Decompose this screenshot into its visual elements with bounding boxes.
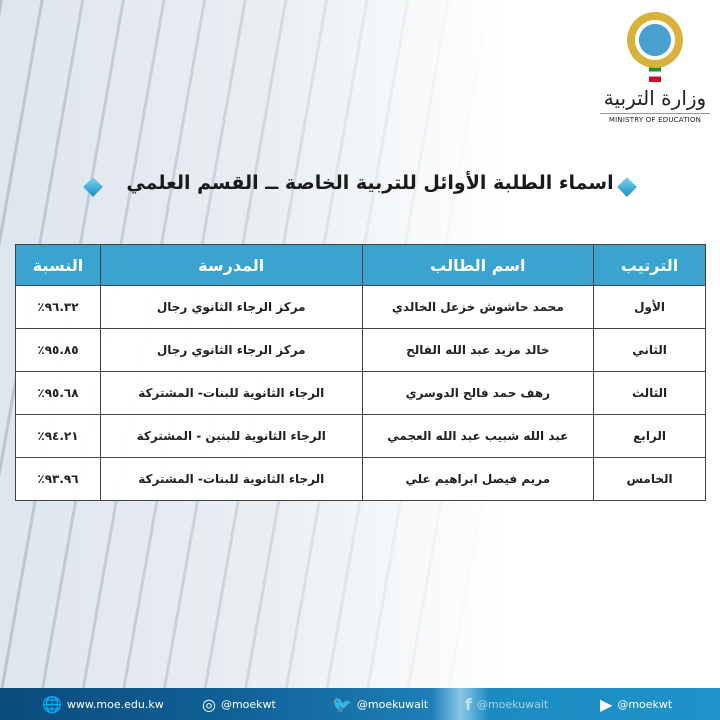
cell-rank: الرابع: [593, 414, 706, 458]
twitter-icon: 🐦: [332, 694, 352, 714]
cell-percent: ٩٣.٩٦٪: [15, 457, 101, 501]
footer-bar: 🌐 www.moe.edu.kw ◎ @moekwt 🐦 @moekuwait f @m…: [0, 688, 720, 720]
column-header-name: اسم الطالب: [361, 244, 595, 286]
cell-rank: الخامس: [593, 457, 706, 501]
facebook-icon: f: [465, 694, 472, 714]
cell-school: الرجاء الثانوية للبنات- المشتركة: [99, 457, 363, 501]
youtube-icon: ▶: [600, 694, 613, 714]
globe-icon: 🌐: [42, 694, 62, 714]
cell-name: محمد حاشوش خزعل الخالدي: [361, 285, 595, 329]
cell-school: الرجاء الثانوية للبنات- المشتركة: [99, 371, 363, 415]
column-header-school: المدرسة: [99, 244, 363, 286]
cell-percent: ٩٦.٣٢٪: [15, 285, 101, 329]
column-header-percent: النسبة: [15, 244, 101, 286]
ministry-logo: وزارة التربية MINISTRY OF EDUCATION: [600, 12, 710, 124]
cell-school: مركز الرجاء الثانوي رجال: [99, 328, 363, 372]
column-header-rank: الترتيب: [593, 244, 706, 286]
table-row: الأول محمد حاشوش خزعل الخالدي مركز الرجاء …: [15, 285, 706, 329]
cell-percent: ٩٤.٢١٪: [15, 414, 101, 458]
cell-name: رهف حمد فالح الدوسري: [361, 371, 595, 415]
kuwait-emblem-icon: [627, 12, 683, 68]
page-title: اسماء الطلبة الأوائل للتربية الخاصة ــ ا…: [126, 172, 614, 194]
cell-rank: الثاني: [593, 328, 706, 372]
facebook-link[interactable]: f @moekuwait: [465, 694, 549, 714]
logo-english-text: MINISTRY OF EDUCATION: [600, 113, 710, 124]
cell-rank: الأول: [593, 285, 706, 329]
twitter-link[interactable]: 🐦 @moekuwait: [332, 694, 429, 714]
table-row: الخامس مريم فيصل ابراهيم علي الرجاء الثانو…: [15, 457, 706, 501]
table-row: الثالث رهف حمد فالح الدوسري الرجاء الثانوي…: [15, 371, 706, 415]
cell-percent: ٩٥.٦٨٪: [15, 371, 101, 415]
kuwait-flag-icon: [649, 66, 661, 82]
students-table: الترتيب اسم الطالب المدرسة النسبة الأول م…: [15, 244, 706, 501]
instagram-link[interactable]: ◎ @moekwt: [202, 694, 276, 714]
cell-percent: ٩٥.٨٥٪: [15, 328, 101, 372]
logo-arabic-text: وزارة التربية: [603, 86, 707, 110]
cell-name: خالد مزيد عبد الله الفالح: [361, 328, 595, 372]
website-link[interactable]: 🌐 www.moe.edu.kw: [42, 694, 164, 714]
cell-name: عبد الله شبيب عبد الله العجمي: [361, 414, 595, 458]
cell-rank: الثالث: [593, 371, 706, 415]
cell-name: مريم فيصل ابراهيم علي: [361, 457, 595, 501]
instagram-icon: ◎: [202, 694, 216, 714]
table-row: الثاني خالد مزيد عبد الله الفالح مركز الرج…: [15, 328, 706, 372]
table-row: الرابع عبد الله شبيب عبد الله العجمي الرجا…: [15, 414, 706, 458]
cell-school: الرجاء الثانوية للبنين - المشتركة: [99, 414, 363, 458]
cell-school: مركز الرجاء الثانوي رجال: [99, 285, 363, 329]
youtube-link[interactable]: ▶ @moekwt: [600, 694, 673, 714]
